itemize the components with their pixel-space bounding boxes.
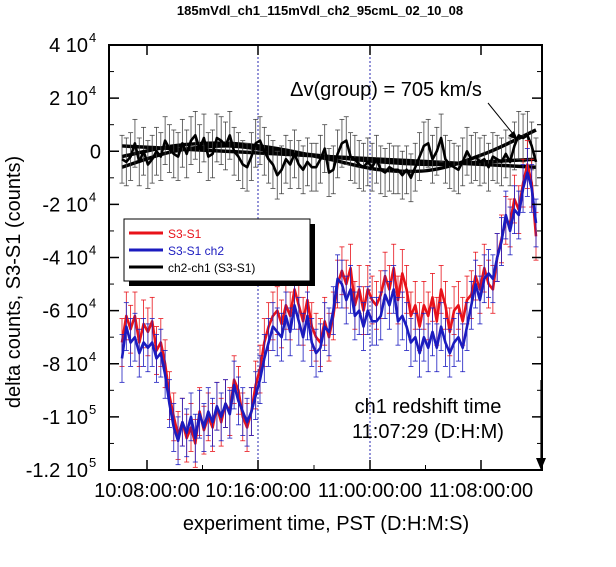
x-tick-label-0: 10:08:00:00 <box>94 480 200 502</box>
legend-label-s3-s1: S3-S1 <box>168 227 202 241</box>
redshift-arrowhead <box>536 458 546 470</box>
x-tick-label-3: 11:08:00:00 <box>429 480 533 502</box>
x-axis-ticks: 10:08:00:00 10:16:00:00 11:00:00:00 11:08:0… <box>94 45 533 502</box>
y-tick-label-4: -4 10 <box>42 248 88 270</box>
chart-title: 185mVdl_ch1_115mVdl_ch2_95cmL_02_10_08 <box>177 3 463 18</box>
x-tick-label-2: 11:00:00:00 <box>318 480 422 502</box>
legend: S3-S1 S3-S1 ch2 ch2-ch1 (S3-S1) <box>123 218 315 286</box>
redshift-annotation-line2: 11:07:29 (D:H:M) <box>352 421 504 443</box>
y-tick-label-6: -8 10 <box>42 354 88 376</box>
x-tick-label-1: 10:16:00:00 <box>205 480 311 502</box>
x-axis-label: experiment time, PST (D:H:M:S) <box>183 513 469 535</box>
series-group <box>119 111 539 468</box>
y-tick-label-2: 0 <box>90 141 101 163</box>
y-tick-exponent-5: 4 <box>89 296 96 311</box>
redshift-annotation-line1: ch1 redshift time <box>355 396 502 418</box>
y-tick-label-5: -6 10 <box>42 301 88 323</box>
series-line-1 <box>120 171 538 443</box>
y-axis-ticks: 4 10 42 10 40-2 10 4-4 10 4-6 10 4-8 10 4-1 10… <box>26 30 542 482</box>
y-axis-label: delta counts, S3-S1 (counts) <box>3 156 25 408</box>
y-tick-exponent-1: 4 <box>89 83 96 98</box>
y-tick-label-8: -1.2 10 <box>26 460 88 482</box>
legend-label-s3-s1-ch2: S3-S1 ch2 <box>168 244 224 258</box>
y-tick-exponent-7: 5 <box>89 402 96 417</box>
y-tick-exponent-8: 5 <box>89 455 96 470</box>
y-tick-exponent-0: 4 <box>89 30 96 45</box>
y-tick-label-3: -2 10 <box>42 194 88 216</box>
series-line-2 <box>121 134 538 180</box>
y-tick-label-1: 2 10 <box>49 88 88 110</box>
group-velocity-annotation: Δv(group) = 705 km/s <box>290 79 482 101</box>
group-velocity-arrowhead <box>508 131 518 140</box>
legend-label-ch2-ch1: ch2-ch1 (S3-S1) <box>168 261 255 275</box>
y-tick-label-0: 4 10 <box>49 35 88 57</box>
y-tick-exponent-6: 4 <box>89 349 96 364</box>
y-tick-exponent-4: 4 <box>89 243 96 258</box>
y-tick-exponent-3: 4 <box>89 189 96 204</box>
y-tick-label-7: -1 10 <box>42 407 88 429</box>
